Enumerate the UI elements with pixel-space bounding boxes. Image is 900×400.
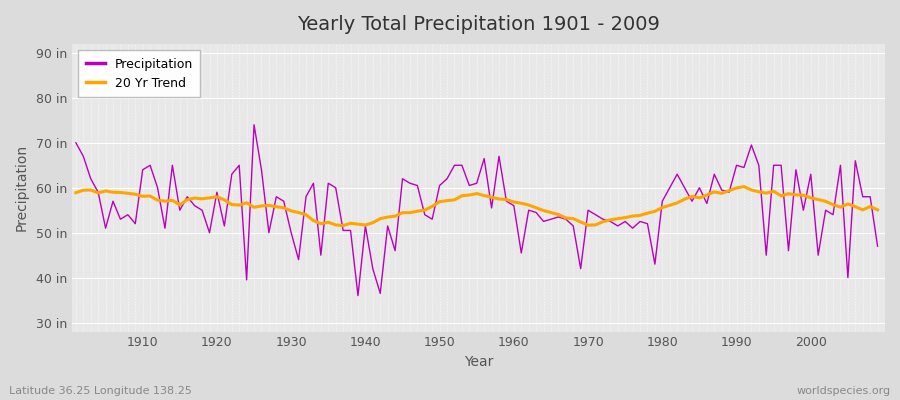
20 Yr Trend: [70, 190, 81, 195]
Precipitation: [516, 250, 526, 255]
20 Yr Trend: [345, 221, 356, 226]
Title: Yearly Total Precipitation 1901 - 2009: Yearly Total Precipitation 1901 - 2009: [297, 15, 660, 34]
20 Yr Trend: [872, 208, 883, 212]
20 Yr Trend: [516, 201, 526, 206]
Text: worldspecies.org: worldspecies.org: [796, 386, 891, 396]
Precipitation: [612, 224, 623, 228]
Precipitation: [301, 194, 311, 199]
20 Yr Trend: [130, 192, 140, 197]
20 Yr Trend: [338, 223, 348, 228]
Precipitation: [248, 122, 259, 127]
Line: Precipitation: Precipitation: [76, 125, 878, 296]
20 Yr Trend: [508, 200, 519, 204]
Precipitation: [130, 221, 140, 226]
X-axis label: Year: Year: [464, 355, 493, 369]
Y-axis label: Precipitation: Precipitation: [15, 144, 29, 231]
20 Yr Trend: [739, 184, 750, 189]
Text: Latitude 36.25 Longitude 138.25: Latitude 36.25 Longitude 138.25: [9, 386, 192, 396]
20 Yr Trend: [605, 218, 616, 222]
Precipitation: [523, 208, 534, 213]
Precipitation: [353, 293, 364, 298]
20 Yr Trend: [293, 210, 304, 215]
Precipitation: [345, 228, 356, 233]
Precipitation: [872, 244, 883, 248]
Precipitation: [70, 140, 81, 145]
Line: 20 Yr Trend: 20 Yr Trend: [76, 187, 878, 226]
Legend: Precipitation, 20 Yr Trend: Precipitation, 20 Yr Trend: [78, 50, 201, 97]
